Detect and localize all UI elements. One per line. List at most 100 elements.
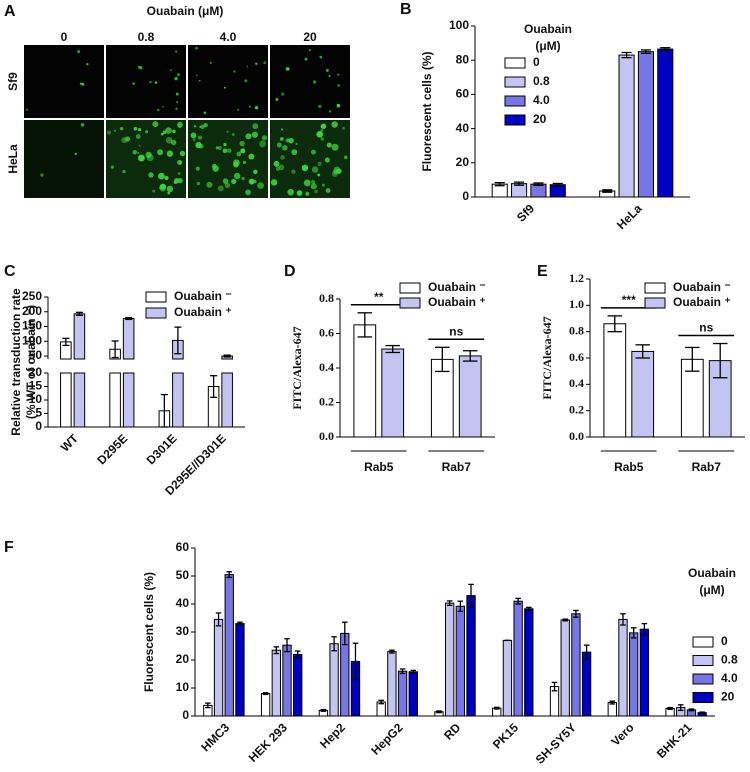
x-tick-label: SH-SY5Y [533, 720, 579, 766]
legend-swatch [145, 307, 167, 319]
legend-swatch [644, 297, 666, 309]
cell-spot [317, 161, 322, 166]
cell-spot [159, 185, 166, 192]
cell-spot [172, 129, 176, 134]
column-label: 4.0 [220, 30, 237, 44]
y-axis-label: (% WT of ouabain ⁻) [24, 305, 38, 419]
cell-spot [154, 81, 158, 84]
cell-spot [125, 136, 131, 142]
panel-label: E [537, 263, 548, 280]
cell-spot [239, 140, 245, 147]
panel-label: F [4, 539, 14, 556]
bar [657, 48, 674, 198]
cell-spot [177, 159, 183, 165]
legend-label: Ouabain ⁺ [174, 305, 232, 319]
legend-title: Ouabain [524, 22, 572, 36]
cell-spot [317, 173, 321, 177]
legend-swatch [399, 282, 421, 294]
y-tick-label: 0.0 [569, 429, 584, 443]
cell-spot [217, 185, 224, 192]
cell-spot [149, 80, 152, 84]
cell-spot [190, 132, 197, 139]
cell-spot [122, 169, 126, 174]
cell-spot [325, 68, 329, 72]
cell-spot [319, 55, 323, 59]
y-tick-label: 80 [456, 52, 470, 66]
x-tick-label: Rab7 [692, 460, 722, 474]
y-tick-label: 0.8 [319, 291, 334, 305]
panel-label: B [400, 1, 412, 18]
y-tick-label: 0 [462, 189, 469, 203]
cell-spot [177, 121, 183, 128]
cell-spot [81, 82, 85, 86]
legend-swatch [504, 76, 526, 88]
y-tick-label: 20 [456, 155, 470, 169]
y-tick-label: 1.2 [569, 271, 584, 285]
cell-spot [233, 172, 241, 180]
cell-spot [245, 133, 252, 140]
cell-spot [318, 104, 322, 109]
bar [122, 318, 135, 360]
bar [73, 313, 86, 360]
cell-spot [275, 166, 281, 171]
bar [603, 323, 627, 438]
y-tick-label: 0.4 [319, 360, 334, 374]
row-label: HeLa [6, 144, 20, 174]
cell-spot [337, 73, 340, 76]
cell-spot [291, 149, 298, 156]
bar [340, 632, 350, 717]
column-label: 0 [61, 30, 68, 44]
cell-spot [74, 152, 77, 156]
cell-spot [246, 65, 249, 68]
y-tick-label: 50 [176, 568, 190, 582]
cell-spot [312, 80, 317, 84]
cell-spot [173, 180, 178, 185]
cell-spot [203, 122, 208, 128]
cell-spot [175, 107, 178, 111]
legend-swatch [504, 95, 526, 107]
legend-title: Ouabain [688, 566, 736, 580]
cell-spot [275, 98, 279, 102]
cell-spot [166, 150, 174, 157]
legend-label: 0.8 [533, 74, 550, 88]
x-tick-label: Sf9 [514, 201, 537, 224]
cell-spot [195, 46, 199, 50]
legend-label: 20 [721, 690, 735, 704]
x-tick-label: Rab7 [442, 460, 472, 474]
cell-spot [177, 171, 181, 175]
cell-spot [280, 92, 285, 96]
y-axis-label: Fluorescent cells (%) [420, 51, 434, 171]
cell-spot [242, 160, 247, 164]
cell-spot [160, 132, 164, 136]
y-tick-label: 5 [35, 406, 42, 420]
column-label: 0.8 [138, 30, 155, 44]
bar [502, 639, 513, 717]
cell-spot [192, 138, 196, 142]
cell-spot [328, 110, 332, 113]
micrographs [24, 45, 350, 198]
cell-spot [248, 105, 251, 108]
cell-spot [137, 151, 140, 155]
cell-spot [148, 172, 154, 178]
x-tick-label: BHK-21 [654, 720, 695, 761]
bar [213, 618, 224, 717]
bar [458, 355, 482, 438]
cell-spot [157, 149, 164, 156]
cell-spot [169, 69, 172, 72]
cell-spot [310, 183, 317, 190]
x-tick-label: HeLa [614, 201, 645, 232]
cell-spot [233, 70, 236, 73]
bar [466, 595, 476, 717]
y-tick-label: 10 [176, 680, 190, 694]
significance-label: ns [699, 321, 713, 335]
cell-spot [231, 178, 237, 185]
cell-spot [295, 142, 298, 146]
x-tick-label: HMC3 [198, 720, 232, 754]
cell-spot [301, 167, 305, 170]
cell-spot [195, 142, 202, 149]
cell-spot [233, 161, 239, 168]
cell-spot [254, 105, 259, 110]
cell-spot [203, 111, 207, 115]
